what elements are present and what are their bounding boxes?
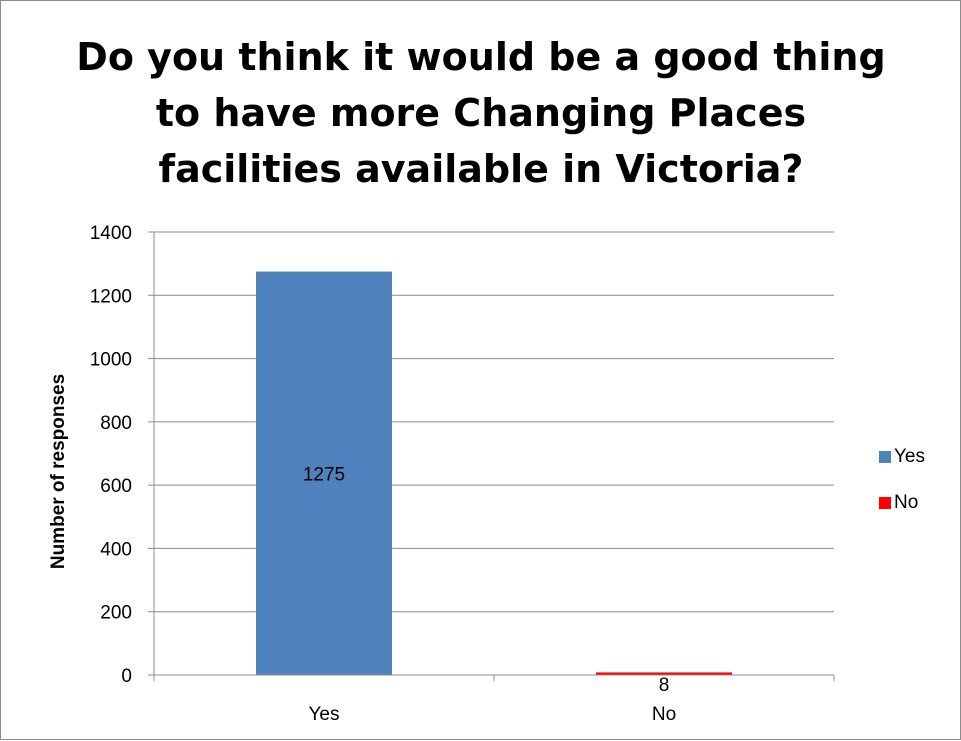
x-tick-label-no: No: [652, 704, 676, 725]
legend-item-yes: Yes: [879, 434, 925, 480]
y-tick-label: 200: [100, 603, 132, 624]
y-tick-label: 400: [100, 539, 132, 560]
legend-swatch-yes: [879, 451, 891, 463]
data-label-no: 8: [659, 675, 670, 696]
legend-item-no: No: [879, 480, 925, 526]
y-tick-label: 600: [100, 476, 132, 497]
legend-label-yes: Yes: [894, 446, 925, 467]
chart-title: Do you think it would be a good thing to…: [76, 35, 886, 191]
axes: [148, 231, 835, 681]
legend: Yes No: [879, 434, 925, 526]
y-axis-title: Number of responses: [48, 374, 69, 569]
y-tick-label: 1400: [90, 223, 132, 244]
legend-swatch-no: [879, 497, 891, 509]
bar-no: [596, 672, 732, 675]
legend-label-no: No: [894, 492, 919, 513]
labels: 0 200 400 600 800 1000 1200 1400 1275 Yes 8 No Numbe…: [48, 223, 676, 725]
y-tick-label: 1200: [90, 286, 132, 307]
y-tick-label: 0: [121, 666, 132, 687]
bars: [256, 271, 732, 675]
bar-yes: [256, 271, 392, 675]
data-label-yes: 1275: [303, 464, 345, 485]
y-tick-label: 800: [100, 413, 132, 434]
y-tick-label: 1000: [90, 350, 132, 371]
x-tick-label-yes: Yes: [309, 704, 340, 725]
